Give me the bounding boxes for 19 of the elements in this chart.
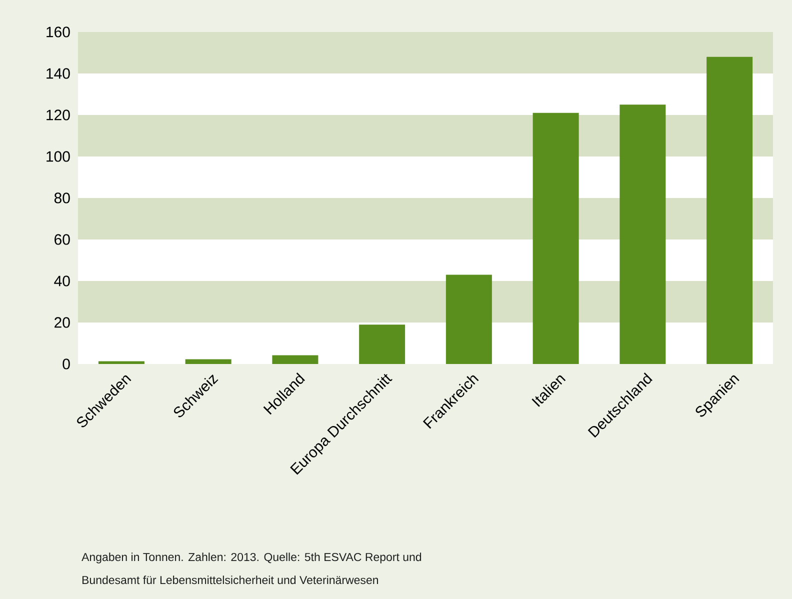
bar	[359, 324, 406, 364]
y-tick-label: 0	[62, 358, 70, 370]
bar	[706, 56, 753, 364]
bar	[532, 112, 579, 364]
text: Bundesamt für Lebensmittelsicherheit und Veterinärwesen	[82, 576, 378, 584]
y-tick-label: 40	[54, 276, 70, 286]
bar	[98, 361, 144, 364]
y-tick-label: 100	[46, 151, 70, 162]
y-tick-label: 20	[54, 317, 70, 328]
bar	[446, 274, 492, 364]
y-tick-label: 80	[54, 192, 70, 204]
text: Angaben in Tonnen. Zahlen: 2013. Quelle: 5th ESVAC Report und	[82, 552, 422, 564]
bar	[272, 355, 318, 364]
y-tick-label: 140	[46, 68, 70, 79]
y-tick-label: 160	[46, 26, 70, 38]
y-tick-label: 60	[54, 234, 70, 245]
bar	[620, 104, 666, 364]
bar	[185, 359, 232, 364]
y-tick-label: 120	[46, 110, 70, 120]
